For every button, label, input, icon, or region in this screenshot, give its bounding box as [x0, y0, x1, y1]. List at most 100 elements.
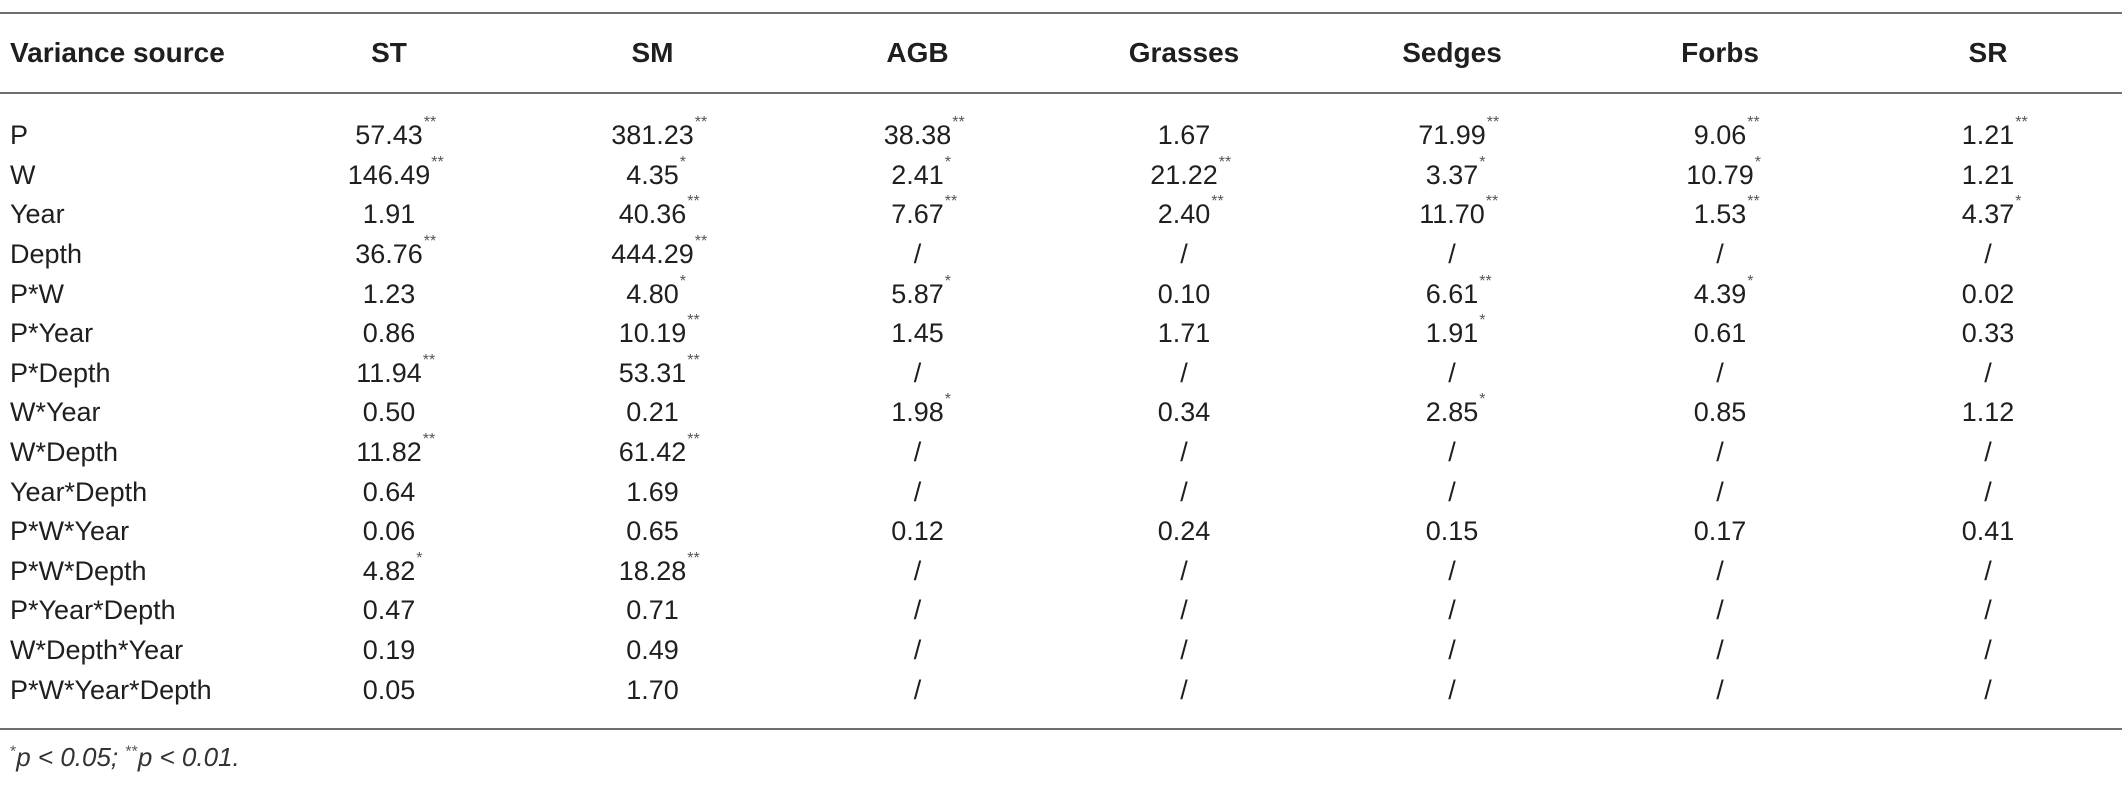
value-wrapper: / [1984, 556, 1992, 587]
variance-source-cell: P*Year [10, 318, 94, 349]
value-cell: / [1854, 472, 2122, 512]
value-cell: / [1318, 235, 1586, 275]
value-cell: 0.05 [258, 670, 520, 710]
value-text: 71.99 [1418, 120, 1486, 151]
value-wrapper: / [1716, 437, 1724, 468]
value-text: 57.43 [355, 120, 423, 151]
significance-marker: ** [423, 233, 437, 251]
value-cell: 1.67 [1050, 116, 1318, 156]
significance-marker: ** [423, 114, 437, 132]
value-text: / [1448, 476, 1456, 507]
value-wrapper: 1.67 [1158, 120, 1211, 151]
significance-marker: ** [687, 431, 700, 449]
value-cell: / [1318, 552, 1586, 592]
value-wrapper: / [1716, 556, 1724, 587]
value-cell: / [1854, 235, 2122, 275]
value-wrapper: 0.05 [363, 675, 416, 706]
value-text: 1.21 [1961, 120, 2015, 151]
value-text: 4.39 [1693, 278, 1747, 309]
value-wrapper: 2.85 * [1426, 391, 1486, 428]
column-header: SM [631, 37, 674, 68]
value-wrapper: 2.40 ** [1157, 193, 1224, 230]
value-wrapper: 0.65 [626, 516, 679, 547]
value-wrapper: / [1180, 477, 1188, 508]
value-text: 381.23 [611, 120, 694, 151]
value-text: 3.37 [1425, 159, 1479, 190]
value-cell: 0.02 [1854, 274, 2122, 314]
value-text: / [913, 555, 922, 586]
value-wrapper: 0.33 [1962, 318, 2015, 349]
table-row: W*Depth 11.82 ** 61.42 ** / / / / / [0, 431, 2122, 473]
value-wrapper: / [1984, 358, 1992, 389]
value-text: 0.06 [362, 516, 416, 547]
value-cell: 1.98 * [785, 391, 1050, 433]
value-text: 5.87 [891, 278, 944, 309]
value-text: 38.38 [883, 120, 952, 151]
value-text: / [1984, 595, 1992, 626]
value-wrapper: / [1716, 358, 1724, 389]
value-wrapper: / [1180, 556, 1188, 587]
value-cell: / [1318, 433, 1586, 473]
value-cell: 38.38 ** [785, 114, 1050, 156]
value-wrapper: 0.10 [1158, 279, 1211, 310]
table-row: P*W 1.23 4.80 * 5.87 * 0.10 6.61 ** 4.39 * 0.02 [0, 273, 2122, 314]
spacer-cell [0, 709, 2122, 730]
value-text: 4.82 [362, 555, 416, 586]
value-cell: / [1854, 433, 2122, 473]
value-cell: / [1318, 591, 1586, 631]
value-cell: 444.29 ** [520, 233, 785, 275]
value-text: 0.65 [626, 516, 679, 547]
value-cell: 0.65 [520, 512, 785, 552]
value-text: / [913, 635, 922, 666]
significance-marker: * [416, 549, 423, 567]
value-wrapper: 11.82 ** [356, 431, 435, 468]
value-wrapper: 146.49 ** [348, 154, 444, 191]
value-text: 0.19 [362, 635, 416, 666]
variance-table: Variance source ST SM AGB Grasses Sedges Forbs… [0, 12, 2122, 730]
value-wrapper: 9.06 ** [1694, 114, 1760, 151]
value-text: 0.24 [1157, 516, 1211, 547]
value-text: / [913, 357, 922, 388]
value-text: 61.42 [618, 437, 687, 468]
value-text: / [1716, 595, 1724, 626]
value-text: 2.41 [891, 159, 944, 190]
value-wrapper: 4.82 * [362, 550, 423, 587]
value-cell: / [1318, 354, 1586, 394]
value-cell: 0.61 [1586, 314, 1854, 354]
significance-marker: * [2015, 193, 2022, 211]
value-text: 0.61 [1693, 318, 1747, 349]
value-wrapper: 0.15 [1426, 516, 1479, 547]
significance-marker: ** [687, 351, 700, 369]
value-wrapper: 1.71 [1158, 318, 1211, 349]
table-row: Year 1.91 40.36 ** 7.67 ** 2.40 ** 11.70 ** 1.53 **… [0, 193, 2122, 235]
value-cell: / [785, 472, 1050, 512]
value-text: 2.40 [1157, 199, 1211, 230]
table-row: Depth 36.76 ** 444.29 ** / / / / / [0, 233, 2122, 275]
value-wrapper: / [914, 477, 922, 508]
value-cell: / [1586, 591, 1854, 631]
significance-marker: ** [687, 549, 700, 567]
value-wrapper: / [914, 437, 922, 468]
value-cell: 1.71 [1050, 314, 1318, 354]
value-wrapper: 0.12 [891, 516, 944, 547]
value-text: / [1984, 674, 1992, 705]
significance-marker: * [679, 153, 687, 171]
column-header: Sedges [1402, 37, 1502, 68]
value-cell: 0.50 [258, 393, 520, 433]
value-wrapper: 0.24 [1158, 516, 1211, 547]
value-wrapper: / [1716, 477, 1724, 508]
variance-source-cell: W*Depth*Year [10, 635, 184, 666]
value-text: / [913, 437, 922, 468]
table-row: P*W*Depth 4.82 * 18.28 ** / / / / / [0, 549, 2122, 592]
value-wrapper: / [1180, 437, 1188, 468]
value-wrapper: 0.34 [1158, 397, 1211, 428]
footnote-mark-1: * [10, 743, 17, 761]
value-wrapper: 36.76 ** [355, 233, 436, 270]
value-cell: 1.91 * [1318, 312, 1586, 354]
spacer-row [0, 93, 2122, 116]
value-cell: 0.10 [1050, 274, 1318, 314]
value-wrapper: 57.43 ** [355, 114, 436, 151]
value-wrapper: / [1448, 239, 1456, 270]
value-text: / [1180, 555, 1188, 586]
value-cell: 57.43 ** [258, 114, 520, 156]
